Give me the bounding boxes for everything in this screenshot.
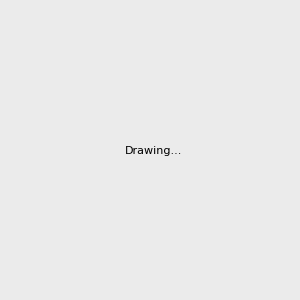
Text: Drawing...: Drawing... [125, 146, 182, 157]
